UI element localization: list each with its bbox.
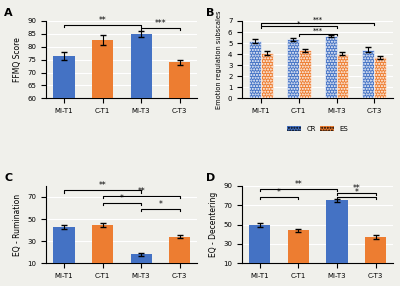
Bar — [326, 200, 348, 263]
Bar — [325, 36, 336, 98]
Text: *: * — [120, 194, 124, 202]
Bar — [249, 225, 270, 263]
Bar — [365, 237, 386, 263]
Bar — [261, 53, 273, 98]
Bar — [169, 237, 190, 263]
Text: ***: *** — [155, 19, 166, 28]
Bar — [169, 62, 190, 98]
Text: **: ** — [352, 184, 360, 193]
Bar — [287, 39, 299, 98]
Bar — [299, 50, 310, 98]
Text: *: * — [277, 188, 281, 196]
Text: C: C — [4, 173, 12, 183]
Bar — [130, 255, 152, 263]
Text: **: ** — [137, 187, 145, 196]
Legend: CR, ES: CR, ES — [284, 124, 351, 135]
Y-axis label: FFMQ Score: FFMQ Score — [13, 37, 22, 82]
Text: *: * — [354, 188, 358, 196]
Bar — [288, 231, 309, 263]
Bar — [374, 57, 386, 98]
Bar — [92, 40, 113, 98]
Y-axis label: Emotion regulation subscales: Emotion regulation subscales — [216, 10, 222, 109]
Text: **: ** — [99, 181, 106, 190]
Bar — [92, 225, 113, 263]
Bar — [53, 56, 74, 98]
Bar — [336, 53, 348, 98]
Bar — [53, 227, 74, 263]
Y-axis label: EQ - Rumination: EQ - Rumination — [13, 194, 22, 256]
Text: **: ** — [294, 180, 302, 189]
Text: D: D — [206, 173, 215, 183]
Text: ***: *** — [312, 17, 323, 23]
Bar — [249, 41, 261, 98]
Bar — [362, 50, 374, 98]
Text: ***: *** — [312, 28, 323, 34]
Text: *: * — [297, 21, 300, 27]
Text: A: A — [4, 8, 13, 18]
Y-axis label: EQ - Decentering: EQ - Decentering — [209, 192, 218, 257]
Text: *: * — [158, 200, 162, 209]
Text: B: B — [206, 8, 214, 18]
Bar — [130, 34, 152, 98]
Text: **: ** — [99, 16, 106, 25]
